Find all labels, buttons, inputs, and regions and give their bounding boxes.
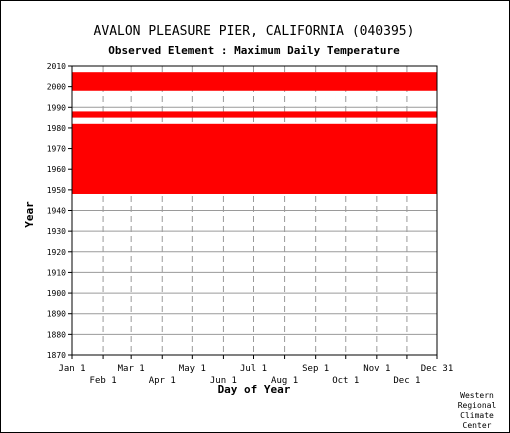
y-tick-label: 1990 <box>47 103 66 112</box>
x-tick-label: Apr 1 <box>149 376 176 386</box>
x-tick-label: Oct 1 <box>332 376 359 386</box>
y-tick-label: 1880 <box>47 330 66 339</box>
x-tick-label: Feb 1 <box>90 376 117 386</box>
y-tick-label: 1950 <box>47 186 66 195</box>
credit-line: Western <box>460 391 494 400</box>
data-coverage-band <box>72 72 437 91</box>
data-coverage-band <box>72 111 437 118</box>
x-tick-label: Mar 1 <box>118 364 145 374</box>
y-tick-label: 1960 <box>47 165 66 174</box>
x-tick-label: May 1 <box>179 364 206 374</box>
data-coverage-band <box>72 123 437 194</box>
x-tick-label: Dec 31 <box>421 364 454 374</box>
y-tick-label: 1970 <box>47 145 66 154</box>
x-tick-label: Sep 1 <box>302 364 329 374</box>
x-tick-label: Nov 1 <box>363 364 390 374</box>
x-tick-label: Dec 1 <box>393 376 420 386</box>
y-tick-label: 1920 <box>47 248 66 257</box>
y-tick-label: 1900 <box>47 289 66 298</box>
credit-line: Climate <box>460 411 494 420</box>
y-tick-label: 2000 <box>47 83 66 92</box>
plot-border <box>71 65 438 356</box>
chart-title: AVALON PLEASURE PIER, CALIFORNIA (040395… <box>93 24 415 39</box>
credit-line: Regional <box>457 401 497 410</box>
y-tick-label: 1890 <box>47 310 66 319</box>
x-tick-label: Jul 1 <box>240 364 267 374</box>
y-tick-label: 1980 <box>47 124 66 133</box>
credit-line: Center <box>462 421 492 430</box>
y-tick-label: 1870 <box>47 351 66 360</box>
x-tick-label: Jan 1 <box>58 364 85 374</box>
y-tick-label: 2010 <box>47 62 66 71</box>
y-tick-label: 1910 <box>47 268 66 277</box>
x-axis-label: Day of Year <box>217 383 291 396</box>
credit-label: Western Regional Climate Center <box>452 391 502 431</box>
y-tick-label: 1930 <box>47 227 66 236</box>
x-tick-label: Aug 1 <box>271 376 298 386</box>
x-tick-label: Jun 1 <box>210 376 237 386</box>
y-tick-label: 1940 <box>47 207 66 216</box>
chart-subtitle: Observed Element : Maximum Daily Tempera… <box>108 44 400 57</box>
